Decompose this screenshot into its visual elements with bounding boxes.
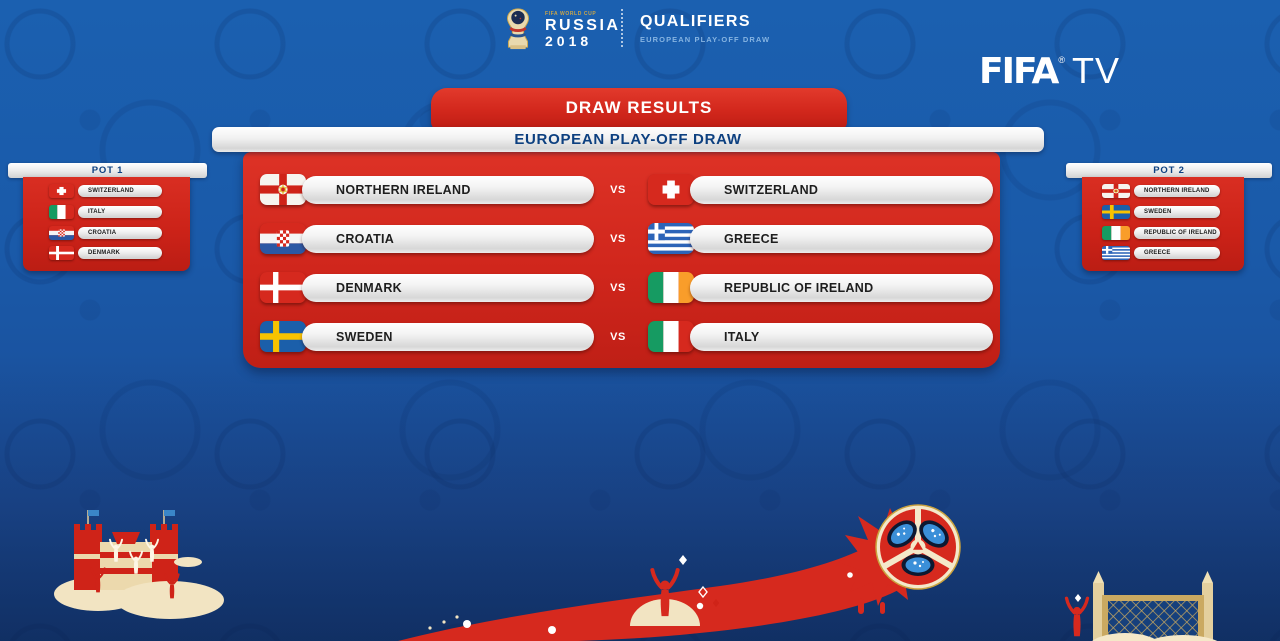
subheader-title: EUROPEAN PLAY-OFF DRAW [514, 131, 742, 148]
pot2-label: POT 2 [1153, 165, 1185, 176]
pot-team-name: DENMARK [88, 250, 121, 256]
pot-team-pill: SWITZERLAND [78, 185, 162, 197]
pot-team-name: SWITZERLAND [88, 188, 134, 194]
castle-illustration [54, 510, 224, 619]
qualifiers-block: QUALIFIERS EUROPEAN PLAY-OFF DRAW [640, 13, 770, 44]
sparkles [679, 555, 1082, 607]
pot-team-name: ITALY [88, 209, 106, 215]
pot1-header: POT 1 [8, 163, 207, 178]
pot-team-pill: GREECE [1134, 247, 1220, 259]
away-team-name: SWITZERLAND [724, 183, 819, 197]
pot1-panel: SWITZERLAND ITALY CROATIA DENMARK [23, 177, 190, 271]
flag-croatia-icon [260, 223, 306, 254]
pot-team-name: CROATIA [88, 230, 117, 236]
pot-team-pill: NORTHERN IRELAND [1134, 185, 1220, 197]
logo-year-label: 2018 [545, 33, 593, 49]
pot-team-pill: DENMARK [78, 247, 162, 259]
world-cup-logo: FIFA WORLD CUP RUSSIA 2018 [498, 7, 620, 51]
trophy-icon [506, 8, 530, 50]
vs-label: VS [610, 184, 626, 196]
red-swoosh [398, 544, 902, 641]
header-divider [621, 9, 623, 47]
home-team-pill: SWEDEN [302, 323, 594, 351]
flag-italy-icon [49, 205, 74, 219]
away-team-name: GREECE [724, 232, 779, 246]
away-team-pill: ITALY [690, 323, 993, 351]
fifa-wordmark: FIFA [979, 51, 1059, 92]
subheader-bar: EUROPEAN PLAY-OFF DRAW [212, 127, 1044, 152]
flag-northern-ireland-icon [260, 174, 306, 205]
match-row: DENMARK VS REPUBLIC OF IRELAND [243, 272, 1000, 306]
away-team-name: ITALY [724, 330, 760, 344]
home-team-pill: NORTHERN IRELAND [302, 176, 594, 204]
flag-switzerland-icon [49, 184, 74, 198]
pot-team-name: SWEDEN [1144, 209, 1172, 215]
pot-team-pill: CROATIA [78, 227, 162, 239]
flag-sweden-icon [260, 321, 306, 352]
pot1-label: POT 1 [91, 165, 124, 176]
pot-team-row: DENMARK [23, 246, 190, 261]
fifa-tv-logo: FIFA® TV [979, 50, 1120, 92]
flag-switzerland-icon [648, 174, 694, 205]
match-row: NORTHERN IRELAND VS SWITZERLAND [243, 174, 1000, 208]
gate-building-illustration [1064, 571, 1218, 641]
pot-team-pill: SWEDEN [1134, 206, 1220, 218]
home-team-name: DENMARK [336, 281, 402, 295]
home-team-pill: DENMARK [302, 274, 594, 302]
flag-greece-icon [648, 223, 694, 254]
pot-team-row: REPUBLIC OF IRELAND [1082, 226, 1244, 241]
pot-team-row: GREECE [1082, 246, 1244, 261]
vs-label: VS [610, 331, 626, 343]
flag-croatia-icon [49, 226, 74, 240]
pot-team-name: NORTHERN IRELAND [1144, 188, 1210, 194]
logo-russia-label: RUSSIA [545, 17, 621, 34]
qualifiers-title: QUALIFIERS [640, 13, 751, 30]
pot-team-row: SWITZERLAND [23, 184, 190, 199]
flag-republic-of-ireland-icon [648, 272, 694, 303]
cheering-figure [630, 570, 700, 626]
pot-team-name: GREECE [1144, 250, 1171, 256]
pot-team-pill: ITALY [78, 206, 162, 218]
pot2-panel: NORTHERN IRELAND SWEDEN REPUBLIC OF IRELAN… [1082, 177, 1244, 271]
pot-team-pill: REPUBLIC OF IRELAND [1134, 227, 1220, 239]
pot-team-row: NORTHERN IRELAND [1082, 184, 1244, 199]
match-row: SWEDEN VS ITALY [243, 321, 1000, 355]
flag-sweden-icon [1102, 205, 1130, 219]
qualifiers-subtitle: EUROPEAN PLAY-OFF DRAW [640, 35, 771, 44]
away-team-name: REPUBLIC OF IRELAND [724, 281, 874, 295]
logo-fifa-world-cup-label: FIFA WORLD CUP [545, 11, 597, 17]
flag-denmark-icon [49, 246, 74, 260]
pot-team-row: SWEDEN [1082, 205, 1244, 220]
tv-wordmark: TV [1071, 50, 1120, 91]
home-team-name: NORTHERN IRELAND [336, 183, 471, 197]
flag-northern-ireland-icon [1102, 184, 1130, 198]
pot-team-row: ITALY [23, 205, 190, 220]
flag-republic-of-ireland-icon [1102, 226, 1130, 240]
pot2-header: POT 2 [1066, 163, 1272, 178]
flag-denmark-icon [260, 272, 306, 303]
match-row: CROATIA VS GREECE [243, 223, 1000, 257]
draw-results-panel: NORTHERN IRELAND VS SWITZERLAND CROATIA VS GR… [243, 152, 1000, 368]
away-team-pill: REPUBLIC OF IRELAND [690, 274, 993, 302]
draw-results-title: DRAW RESULTS [565, 98, 713, 117]
registered-mark: ® [1058, 55, 1065, 65]
world-cup-ball-icon [838, 504, 961, 614]
away-team-pill: SWITZERLAND [690, 176, 993, 204]
away-team-pill: GREECE [690, 225, 993, 253]
home-team-pill: CROATIA [302, 225, 594, 253]
flag-italy-icon [648, 321, 694, 352]
vs-label: VS [610, 282, 626, 294]
flag-greece-icon [1102, 246, 1130, 260]
vs-label: VS [610, 233, 626, 245]
draw-results-banner: DRAW RESULTS [431, 88, 847, 130]
pot-team-name: REPUBLIC OF IRELAND [1144, 230, 1217, 236]
pot-team-row: CROATIA [23, 226, 190, 241]
home-team-name: CROATIA [336, 232, 395, 246]
home-team-name: SWEDEN [336, 330, 393, 344]
